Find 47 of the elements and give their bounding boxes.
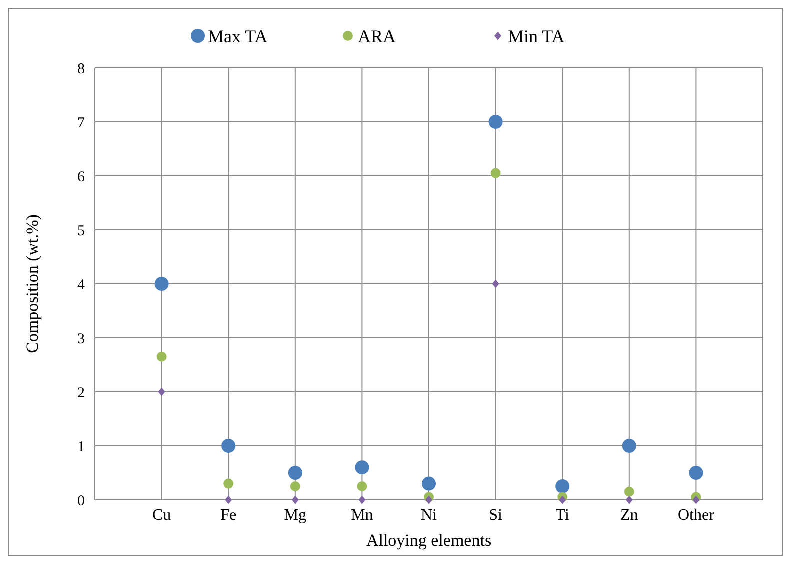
y-tick-label: 0 xyxy=(78,493,85,510)
y-tick-label: 4 xyxy=(78,277,86,294)
legend-label: Min TA xyxy=(508,26,565,46)
point xyxy=(357,482,368,492)
x-tick-label: Cu xyxy=(152,507,172,524)
x-axis-title: Alloying elements xyxy=(366,531,492,550)
point xyxy=(288,466,302,480)
y-tick-label: 3 xyxy=(78,331,85,348)
point xyxy=(692,496,700,504)
y-axis-title: Composition (wt.%) xyxy=(23,214,42,354)
y-tick-label: 8 xyxy=(78,61,85,78)
x-tick-label: Fe xyxy=(220,507,237,524)
legend-label: Max TA xyxy=(208,26,268,46)
point xyxy=(626,496,633,504)
legend-label: ARA xyxy=(358,26,396,46)
y-tick-label: 6 xyxy=(78,169,86,186)
point xyxy=(358,496,366,504)
point xyxy=(689,466,704,480)
point xyxy=(224,478,234,489)
y-tick-label: 7 xyxy=(78,115,86,132)
x-tick-label: Mg xyxy=(284,507,307,524)
point xyxy=(622,439,636,453)
point xyxy=(556,480,570,494)
point xyxy=(492,280,500,288)
x-tick-label: Si xyxy=(489,507,504,524)
y-tick-label: 1 xyxy=(78,439,85,456)
point xyxy=(490,168,501,178)
x-tick-label: Ti xyxy=(556,507,570,524)
point xyxy=(624,486,634,497)
point xyxy=(156,352,167,362)
x-tick-label: Zn xyxy=(620,507,638,524)
point xyxy=(158,388,166,396)
point xyxy=(422,476,436,491)
x-tick-label: Other xyxy=(678,507,716,524)
point xyxy=(222,439,236,453)
x-tick-label: Mn xyxy=(351,507,374,524)
point xyxy=(154,277,169,291)
point xyxy=(290,482,300,492)
point xyxy=(488,115,503,129)
point xyxy=(559,496,566,504)
x-tick-label: Ni xyxy=(421,507,438,524)
point xyxy=(426,496,432,504)
point xyxy=(225,496,232,504)
y-tick-label: 5 xyxy=(78,223,85,240)
y-tick-label: 2 xyxy=(78,385,85,402)
point xyxy=(355,460,370,475)
point xyxy=(292,496,299,504)
